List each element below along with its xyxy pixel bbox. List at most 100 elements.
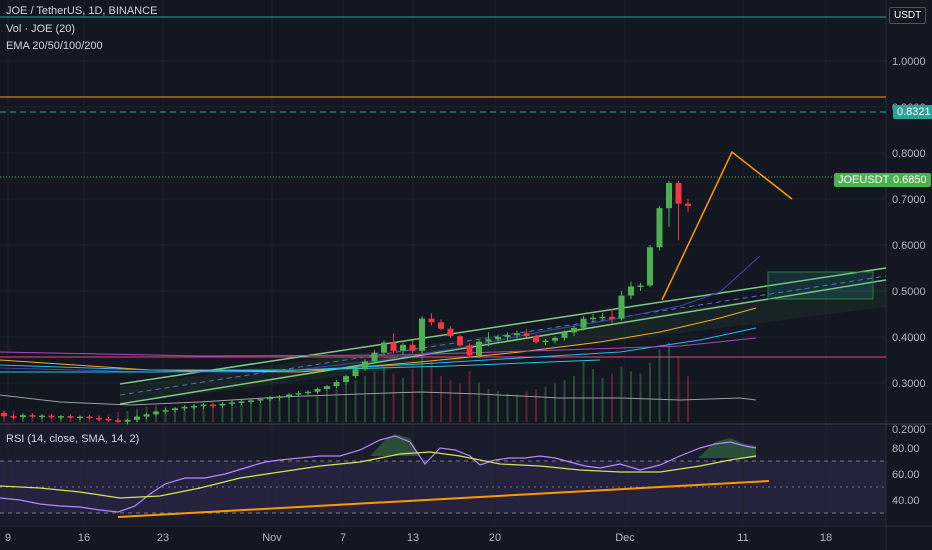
candle-body (409, 344, 416, 351)
candle-body (248, 400, 254, 402)
candle-body (428, 318, 435, 323)
volume-bar (554, 383, 556, 422)
candle-body (77, 416, 83, 419)
volume-bar (221, 404, 224, 422)
level-price-tag: 0.8321 (893, 105, 932, 119)
candle-body (314, 388, 321, 392)
target-box (767, 271, 874, 300)
volume-bar (383, 367, 385, 422)
rsi-legend: RSI (14, close, SMA, 14, 2) (6, 433, 140, 445)
time-tick-label: 20 (489, 532, 501, 544)
candle-body (286, 394, 292, 397)
candle-body (609, 316, 615, 319)
candle-body (580, 318, 587, 328)
volume-bar (573, 375, 575, 422)
volume-bar (307, 400, 309, 422)
candle-body (571, 327, 577, 333)
volume-bar (250, 402, 252, 422)
ema-20-line (0, 255, 761, 373)
candle-body (324, 386, 330, 389)
time-tick-label: 16 (78, 532, 90, 544)
volume-bar (335, 389, 338, 422)
last-price-tag: 0.6850 (889, 173, 931, 187)
volume-bar (649, 362, 651, 422)
volume-bar (193, 404, 195, 422)
candle-body (419, 318, 425, 351)
volume-bar (658, 349, 661, 422)
channel-mid-line (119, 275, 887, 396)
candle-body (362, 361, 368, 370)
candle-body (153, 411, 159, 415)
candle-body (514, 333, 520, 336)
candle-body (447, 328, 454, 337)
volume-bar (269, 400, 271, 422)
price-tick-label: 0.6000 (892, 240, 926, 252)
volume-ma-line (0, 391, 757, 406)
candle-body (210, 404, 216, 407)
volume-bar (392, 373, 395, 422)
volume-bar (592, 369, 594, 422)
price-tick-label: 1.0000 (892, 56, 926, 68)
candle-body (96, 417, 102, 420)
volume-bar (601, 378, 604, 422)
time-tick-label: Dec (615, 532, 635, 544)
volume-bar (563, 380, 566, 422)
volume-bar (288, 394, 290, 422)
candle-body (628, 286, 634, 296)
volume-bar (202, 405, 205, 422)
volume-bar (183, 406, 186, 422)
volume-bar (259, 403, 262, 422)
ema-50-line (0, 307, 757, 373)
volume-bar (373, 371, 376, 422)
volume-bar (630, 371, 632, 422)
candle-body (67, 416, 74, 418)
candle-body (675, 182, 682, 204)
candle-body (666, 182, 672, 209)
volume-bar (449, 380, 452, 422)
time-tick-label: 13 (407, 532, 419, 544)
rsi-panel-background (0, 426, 886, 524)
candle-body (381, 342, 387, 353)
price-tick-label: 0.2000 (892, 424, 926, 436)
candle-body (267, 397, 273, 400)
candle-body (86, 416, 93, 419)
candle-body (115, 420, 121, 422)
candle-body (495, 337, 501, 340)
candle-body (200, 404, 207, 407)
candle-body (685, 203, 691, 206)
candle-body (191, 406, 197, 408)
volume-bar (354, 380, 357, 422)
volume-bar (421, 351, 423, 422)
candle-body (29, 415, 36, 417)
rsi-tick-label: 40.00 (892, 495, 920, 507)
candle-body (295, 393, 302, 395)
price-tick-label: 0.4000 (892, 332, 926, 344)
symbol-price-tag: JOEUSDT (834, 173, 894, 187)
candle-body (305, 391, 311, 394)
candle-body (1, 412, 7, 417)
currency-button[interactable]: USDT (889, 7, 927, 24)
candle-body (438, 322, 444, 329)
ema-legend: EMA 20/50/100/200 (6, 40, 103, 52)
candle-body (257, 399, 264, 401)
candle-body (618, 295, 625, 319)
candle-body (105, 418, 112, 421)
candle-body (561, 332, 568, 338)
candle-body (647, 247, 653, 286)
candle-body (466, 345, 473, 356)
price-tick-label: 0.5000 (892, 286, 926, 298)
volume-legend: Vol · JOE (20) (6, 23, 76, 35)
volume-bar (402, 378, 404, 422)
candle-body (162, 410, 169, 412)
trend-pattern-line (661, 150, 793, 301)
volume-bar (535, 389, 537, 422)
price-tick-label: 0.7000 (892, 194, 926, 206)
time-tick-label: Nov (262, 532, 282, 544)
rsi-tick-label: 60.00 (892, 469, 920, 481)
candle-body (143, 414, 150, 417)
candle-body (400, 344, 406, 351)
time-tick-label: 9 (5, 532, 11, 544)
candle-body (390, 342, 397, 351)
volume-bar (297, 397, 300, 422)
